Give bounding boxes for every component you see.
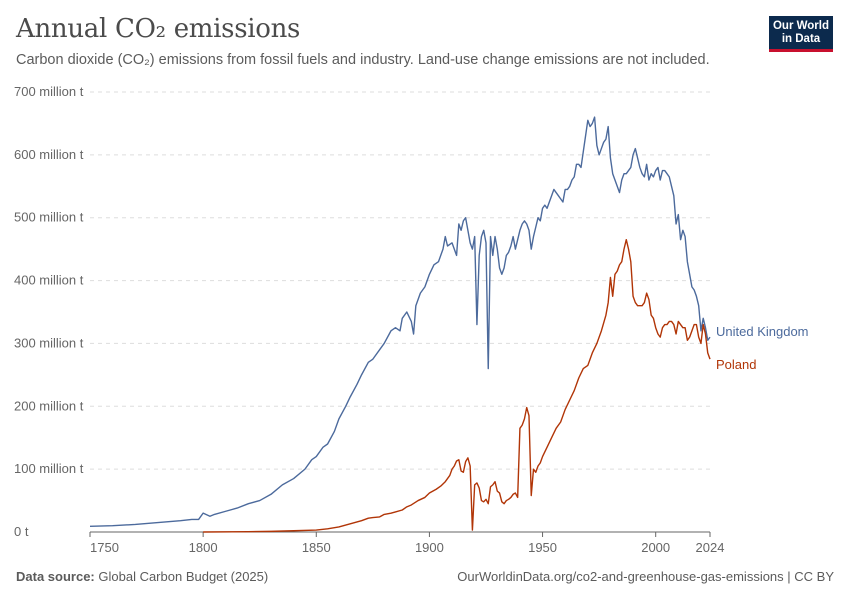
x-tick-label: 1800 [189, 540, 218, 555]
y-tick-label: 0 t [14, 524, 29, 539]
data-source: Data source: Global Carbon Budget (2025) [16, 569, 268, 584]
gridlines [90, 91, 710, 470]
data-source-link[interactable]: Global Carbon Budget (2025) [98, 569, 269, 584]
owid-logo[interactable]: Our World in Data [769, 16, 833, 52]
x-tick-label: 1850 [302, 540, 331, 555]
series-label-united-kingdom[interactable]: United Kingdom [716, 324, 809, 339]
chart-subtitle: Carbon dioxide (CO₂) emissions from foss… [16, 52, 710, 68]
x-tick-label: 1950 [528, 540, 557, 555]
y-tick-label: 500 million t [14, 210, 84, 225]
y-tick-label: 600 million t [14, 147, 84, 162]
chart-title: Annual CO₂ emissions [16, 14, 301, 44]
logo-line-2: in Data [781, 33, 821, 45]
y-tick-label: 700 million t [14, 84, 84, 99]
y-tick-label: 200 million t [14, 398, 84, 413]
x-tick-label: 2024 [696, 540, 725, 555]
x-tick-label: 2000 [641, 540, 670, 555]
series-line-poland[interactable] [203, 239, 711, 533]
axes: 0 t 100 million t 200 million t 300 million… [14, 84, 724, 555]
series-line-united-kingdom[interactable] [89, 116, 711, 528]
data-source-label: Data source: [16, 569, 95, 584]
series-labels: United Kingdom Poland [716, 324, 809, 372]
y-tick-label: 100 million t [14, 461, 84, 476]
series-label-poland[interactable]: Poland [716, 357, 756, 372]
x-tick-label: 1900 [415, 540, 444, 555]
footer-url[interactable]: OurWorldinData.org/co2-and-greenhouse-ga… [457, 569, 834, 584]
y-tick-label: 300 million t [14, 335, 84, 350]
y-tick-label: 400 million t [14, 273, 84, 288]
logo-line-1: Our World [772, 20, 829, 32]
series-lines [89, 116, 711, 533]
x-tick-label: 1750 [90, 540, 119, 555]
